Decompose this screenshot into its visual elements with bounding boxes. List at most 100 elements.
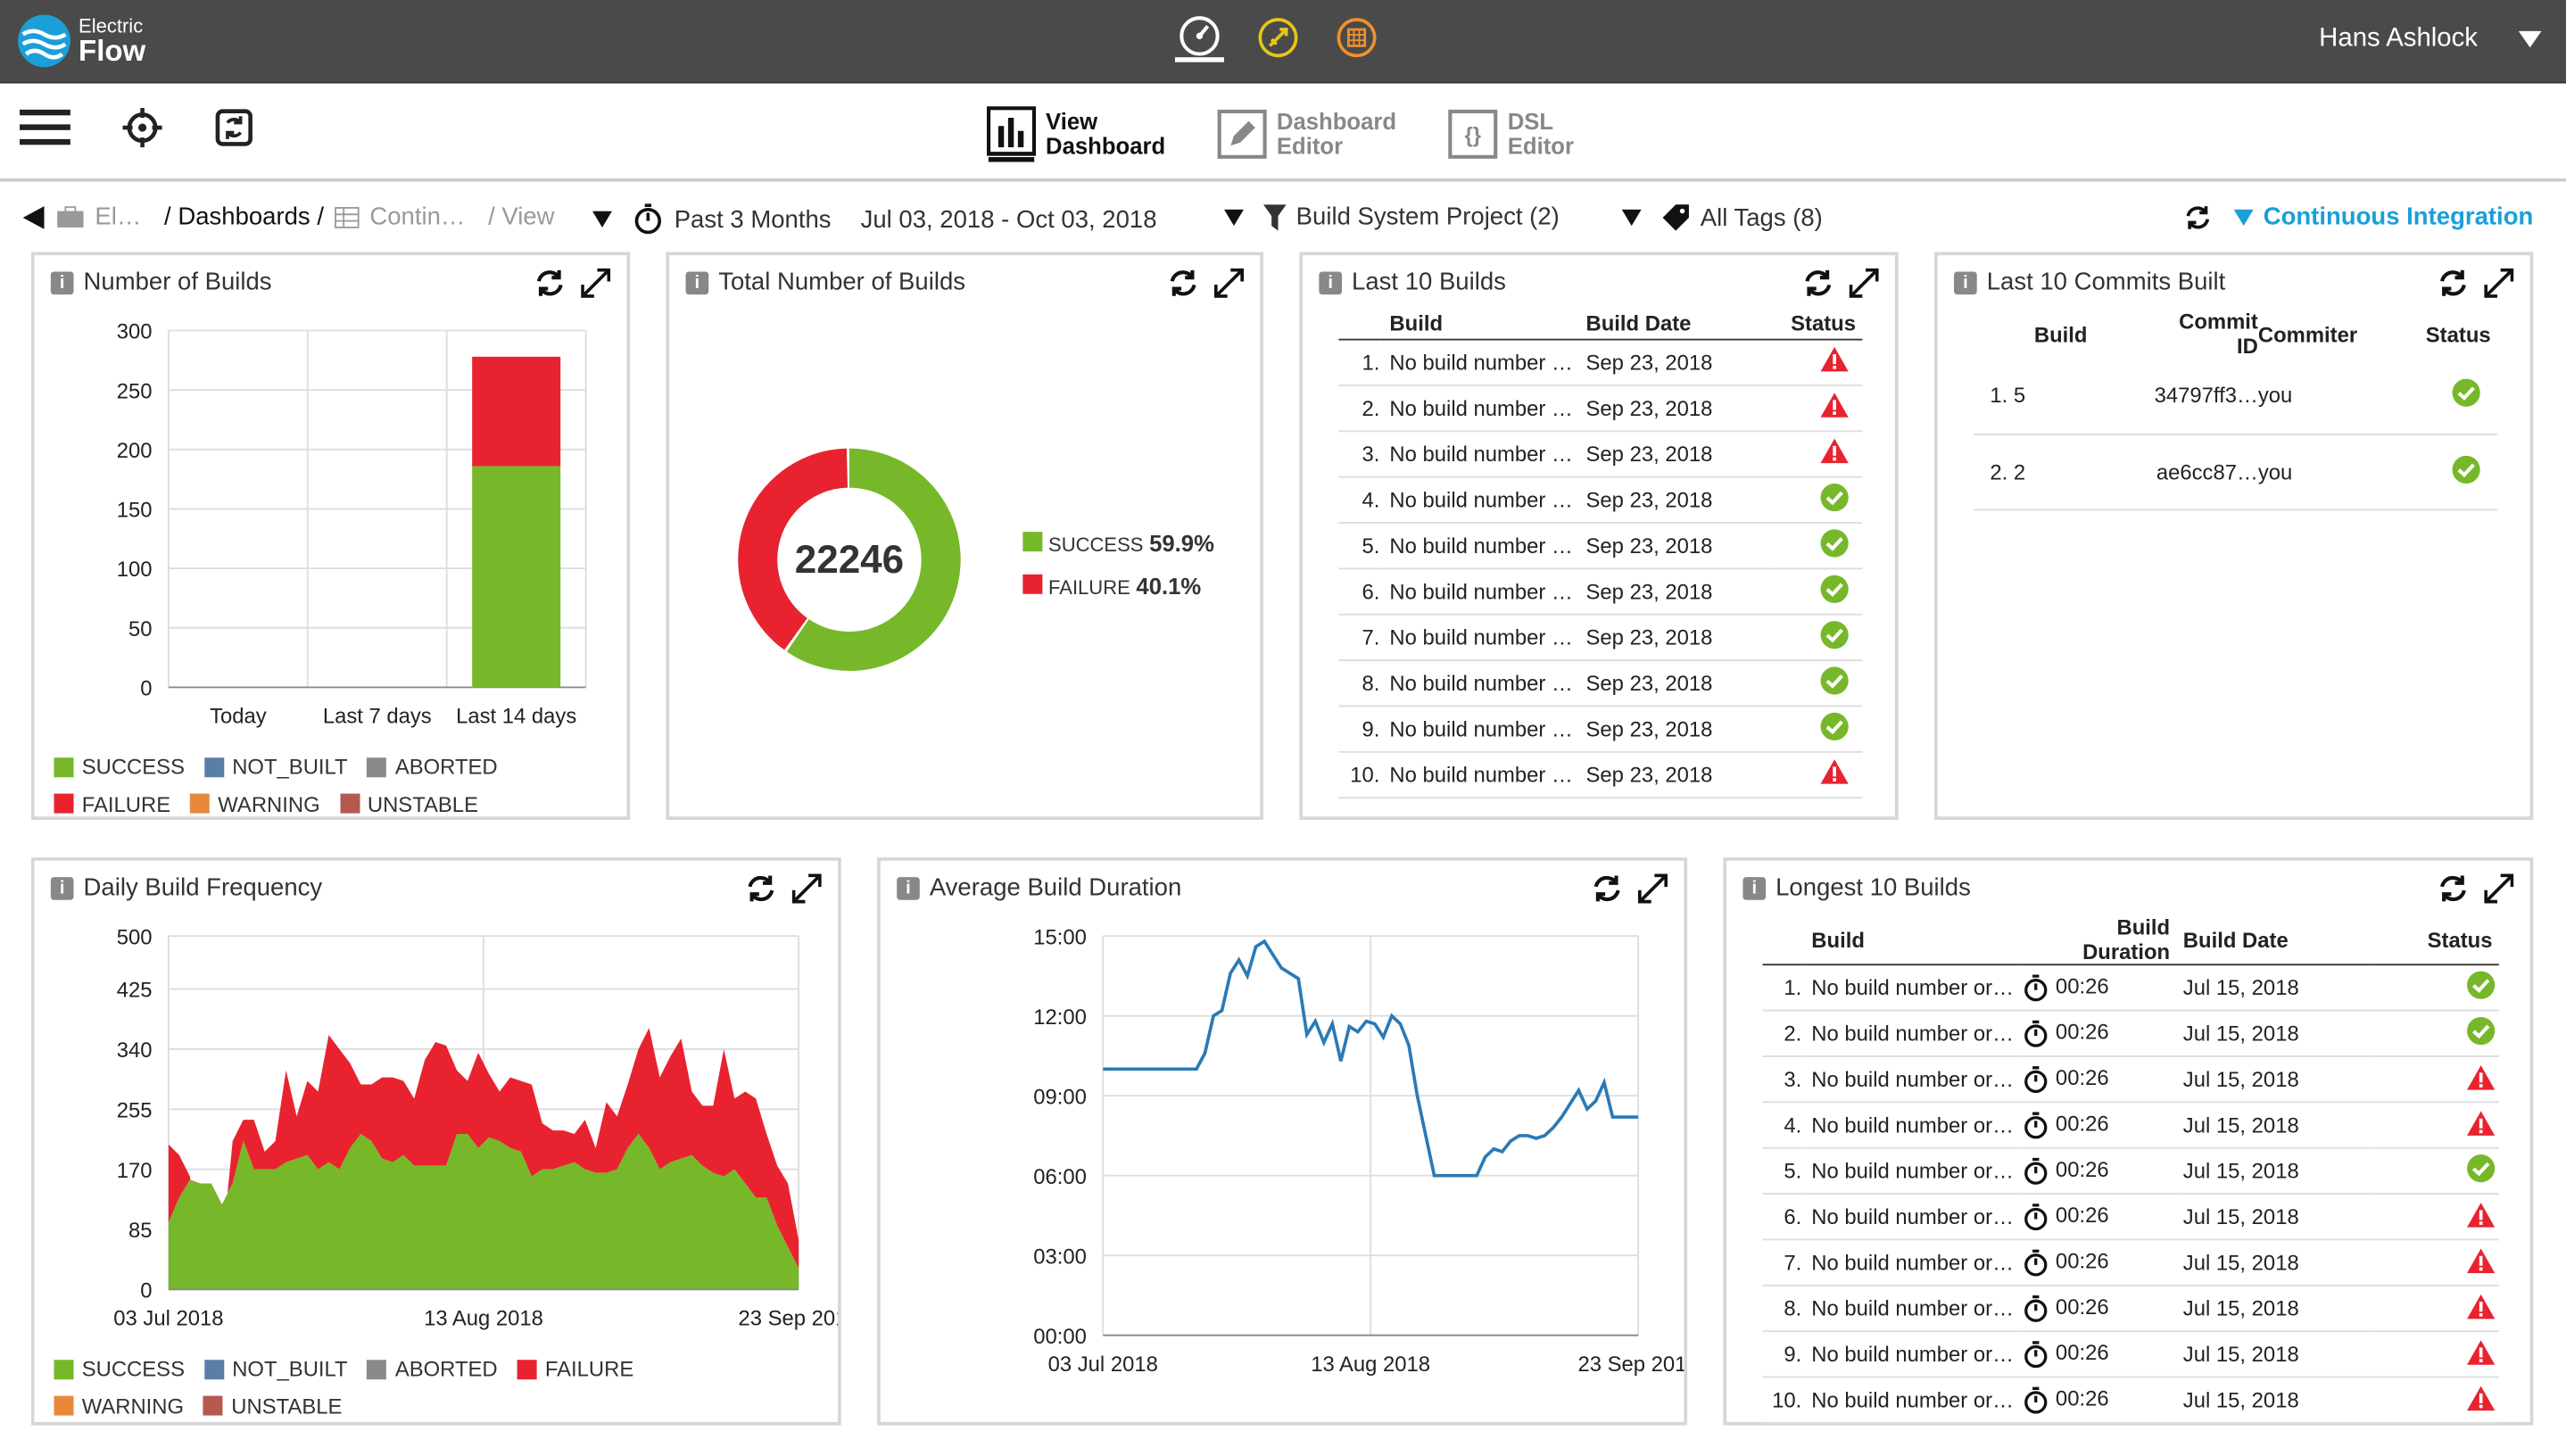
refresh-icon[interactable] — [1169, 269, 1198, 298]
table-row[interactable]: 1. 5 34797ff3… you — [1974, 358, 2497, 434]
build-name[interactable]: No build number … — [1379, 385, 1580, 432]
build-name[interactable]: No build number … — [1379, 430, 1580, 477]
table-row[interactable]: 4. No build number … Sep 23, 2018 — [1338, 476, 1863, 524]
crosshair-icon[interactable] — [121, 106, 164, 149]
time-range-filter[interactable]: Past 3 Months Jul 03, 2018 - Oct 03, 201… — [592, 203, 1156, 236]
expand-icon[interactable] — [791, 873, 822, 904]
commit-id[interactable]: ae6cc87… — [2148, 434, 2258, 510]
build-date: Jul 15, 2018 — [2176, 1285, 2369, 1333]
table-row[interactable]: 6. No build number or… 00:26 Jul 15, 2018 — [1762, 1194, 2499, 1241]
table-row[interactable]: 4. No build number or… 00:26 Jul 15, 2018 — [1762, 1102, 2499, 1149]
back-arrow-icon[interactable] — [22, 205, 46, 228]
tab-dashboard-editor[interactable]: Dashboard Editor — [1217, 106, 1396, 161]
refresh-icon[interactable] — [535, 269, 565, 298]
table-row[interactable]: 1. No build number … Sep 23, 2018 — [1338, 338, 1863, 385]
refresh-icon[interactable] — [1593, 873, 1622, 903]
build-date: Sep 23, 2018 — [1579, 567, 1773, 615]
info-icon[interactable]: i — [1742, 876, 1767, 899]
build-name[interactable]: No build number or… — [1801, 1285, 2021, 1333]
build-name[interactable]: No build number … — [1379, 705, 1580, 752]
build-name[interactable]: No build number or… — [1801, 1010, 2021, 1057]
info-icon[interactable]: i — [50, 270, 74, 294]
refresh-icon[interactable] — [2185, 203, 2211, 229]
x-tick-label: Today — [210, 705, 267, 729]
expand-icon[interactable] — [1213, 268, 1244, 298]
row-index: 10. — [1762, 1377, 1802, 1424]
expand-icon[interactable] — [581, 268, 611, 298]
table-row[interactable]: 2. 2 ae6cc87… you — [1974, 434, 2497, 510]
expand-icon[interactable] — [1638, 873, 1668, 904]
table-row[interactable]: 8. No build number … Sep 23, 2018 — [1338, 659, 1863, 707]
build-name[interactable]: No build number or… — [1801, 1331, 2021, 1378]
refresh-icon[interactable] — [2438, 269, 2468, 298]
info-icon[interactable]: i — [1319, 270, 1343, 294]
build-name[interactable]: No build number … — [1379, 750, 1580, 798]
breadcrumb-project[interactable]: El… — [95, 203, 142, 231]
table-row[interactable]: 3. No build number or… 00:26 Jul 15, 2018 — [1762, 1055, 2499, 1104]
daily-legend: SUCCESS NOT_BUILT ABORTED FAILURE WARNING UN… — [54, 1352, 824, 1426]
build-name[interactable]: No build number … — [1379, 522, 1580, 569]
user-menu[interactable]: Hans Ashlock — [2319, 25, 2543, 54]
expand-icon[interactable] — [2484, 873, 2514, 904]
table-row[interactable]: 7. No build number … Sep 23, 2018 — [1338, 613, 1863, 661]
build-name[interactable]: No build number … — [1379, 613, 1580, 661]
expand-icon[interactable] — [2484, 268, 2514, 298]
tab-dsl-editor[interactable]: {} DSL Editor — [1448, 106, 1574, 161]
build-name[interactable]: No build number or… — [1801, 964, 2021, 1012]
dashboard-gauge-icon[interactable] — [1174, 13, 1224, 62]
failure-warning-icon — [2467, 1339, 2496, 1364]
hamburger-menu-icon[interactable] — [20, 106, 72, 149]
table-row[interactable]: 2. No build number or… 00:26 Jul 15, 2018 — [1762, 1010, 2499, 1057]
info-icon[interactable]: i — [1954, 270, 1977, 294]
refresh-icon[interactable] — [1803, 269, 1833, 298]
commit-build: 2. 2 — [1974, 434, 2148, 510]
table-row[interactable]: 5. No build number … Sep 23, 2018 — [1338, 522, 1863, 569]
build-name[interactable]: No build number … — [1379, 338, 1580, 385]
table-row[interactable]: 2. No build number … Sep 23, 2018 — [1338, 385, 1863, 432]
expand-icon[interactable] — [1849, 268, 1879, 298]
table-row[interactable]: 7. No build number or… 00:26 Jul 15, 2018 — [1762, 1239, 2499, 1286]
build-name[interactable]: No build number … — [1379, 476, 1580, 524]
failure-warning-icon — [2467, 1385, 2496, 1410]
refresh-layout-icon[interactable] — [212, 106, 255, 149]
table-row[interactable]: 5. No build number or… 00:26 Jul 15, 2018 — [1762, 1147, 2499, 1195]
dashboard-selector[interactable]: Continuous Integration — [2185, 203, 2533, 231]
calendar-grid-icon[interactable] — [1332, 13, 1381, 62]
project-filter[interactable]: Build System Project (2) — [1223, 203, 1560, 231]
electric-flow-logo[interactable]: Electric Flow — [16, 13, 145, 69]
logo-icon — [18, 14, 70, 68]
build-name[interactable]: No build number or… — [1801, 1377, 2021, 1424]
breadcrumb-dashboard[interactable]: Contin… — [369, 203, 466, 231]
table-row[interactable]: 1. No build number or… 00:26 Jul 15, 2018 — [1762, 964, 2499, 1012]
total-builds-donut: 22246 — [738, 448, 961, 672]
refresh-icon[interactable] — [2438, 873, 2468, 903]
tab-view-dashboard[interactable]: View Dashboard — [987, 106, 1165, 162]
table-row[interactable]: 10. No build number or… 00:26 Jul 15, 2018 — [1762, 1377, 2499, 1424]
table-row[interactable]: 10. No build number … Sep 23, 2018 — [1338, 750, 1863, 798]
release-rocket-icon[interactable] — [1254, 13, 1303, 62]
build-name[interactable]: No build number … — [1379, 567, 1580, 615]
table-row[interactable]: 9. No build number or… 00:26 Jul 15, 2018 — [1762, 1331, 2499, 1378]
build-name[interactable]: No build number … — [1379, 659, 1580, 707]
refresh-icon[interactable] — [746, 873, 775, 903]
build-name[interactable]: No build number or… — [1801, 1055, 2021, 1104]
timer-icon — [2024, 1112, 2049, 1139]
build-date: Sep 23, 2018 — [1579, 385, 1773, 432]
build-name[interactable]: No build number or… — [1801, 1147, 2021, 1195]
breadcrumb-dashboards[interactable]: / Dashboards / — [164, 203, 324, 231]
info-icon[interactable]: i — [685, 270, 709, 294]
table-row[interactable]: 8. No build number or… 00:26 Jul 15, 2018 — [1762, 1285, 2499, 1333]
commit-id[interactable]: 34797ff3… — [2148, 358, 2258, 434]
build-name[interactable]: No build number or… — [1801, 1194, 2021, 1241]
legend-not-built: NOT_BUILT — [204, 749, 348, 784]
tags-filter[interactable]: All Tags (8) — [1621, 203, 1823, 232]
build-name[interactable]: No build number or… — [1801, 1102, 2021, 1149]
info-icon[interactable]: i — [50, 876, 74, 899]
build-name[interactable]: No build number or… — [1801, 1239, 2021, 1286]
row-index: 4. — [1762, 1102, 1802, 1149]
failure-warning-icon — [2467, 1110, 2496, 1136]
table-row[interactable]: 3. No build number … Sep 23, 2018 — [1338, 430, 1863, 477]
table-row[interactable]: 6. No build number … Sep 23, 2018 — [1338, 567, 1863, 615]
info-icon[interactable]: i — [897, 876, 920, 899]
table-row[interactable]: 9. No build number … Sep 23, 2018 — [1338, 705, 1863, 752]
